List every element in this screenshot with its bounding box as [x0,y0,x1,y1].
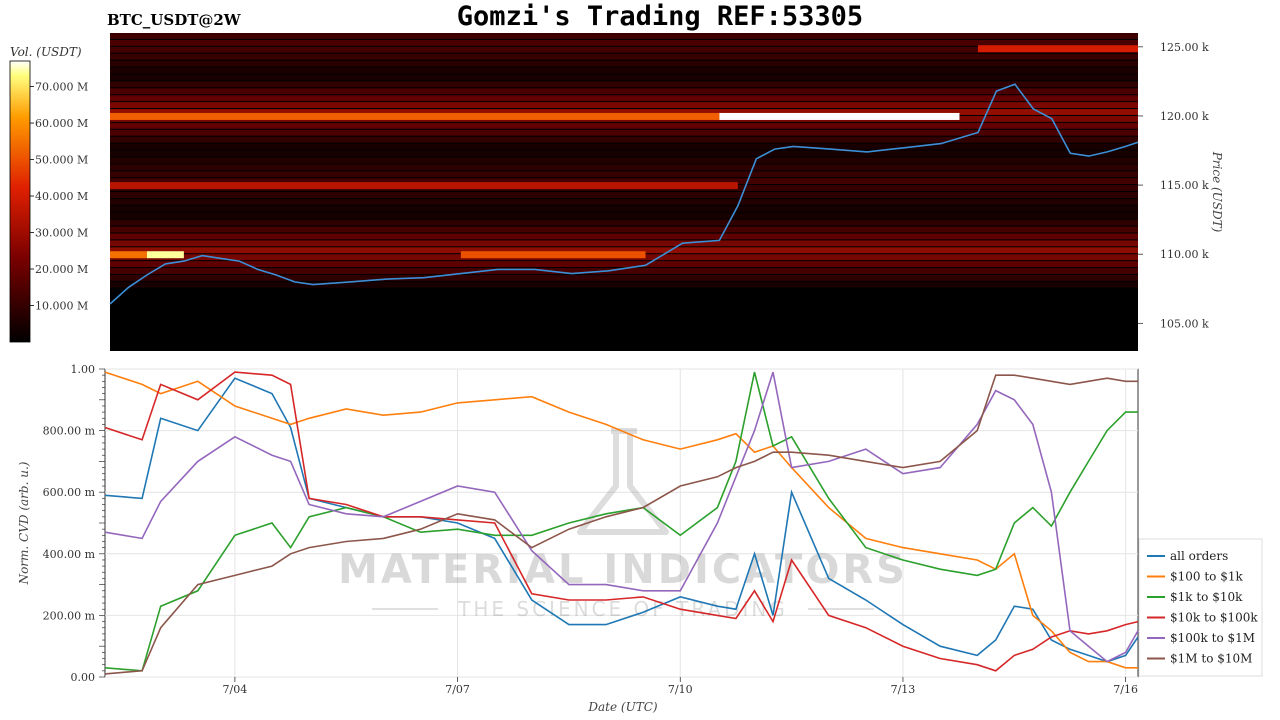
cvd-tick-label: 800.00 m [43,425,96,438]
heatmap-row [110,178,1138,185]
heatmap-row [110,150,1138,157]
price-axis: 105.00 k 110.00 k 115.00 k 120.00 k 125.00 k [1138,41,1209,330]
heatmap-row [110,281,1138,288]
symbol-label: BTC_USDT@2W [107,11,242,29]
heatmap-row [110,60,1138,67]
cvd-y-axis: 0.00 200.00 m 400.00 m 600.00 m 800.00 m 1.00 [43,363,105,684]
cvd-tick-label: 200.00 m [43,609,96,622]
flask-icon [577,428,669,535]
heatmap-row [110,171,1138,178]
heatmap-rows [110,33,1138,288]
heatmap-row [110,240,1138,247]
cvd-series-line [104,377,1139,663]
heatmap-row [110,157,1138,164]
cvd-tick-label: 0.00 [71,671,96,684]
colorbar-tick-label: 50.000 M [35,154,88,167]
liquidity-band [460,251,646,259]
liquidity-band [146,251,184,259]
cvd-series-line [104,371,1139,672]
colorbar-tick-label: 60.000 M [35,117,88,130]
legend-label: $1k to $10k [1170,590,1243,604]
price-tick-label: 120.00 k [1160,110,1209,123]
date-tick-label: 7/10 [668,683,693,696]
cvd-tick-label: 400.00 m [43,548,96,561]
date-axis-label: Date (UTC) [587,700,657,714]
heatmap-row [110,164,1138,171]
heatmap-row [110,102,1138,109]
heatmap-row [110,74,1138,81]
date-tick-label: 7/13 [891,683,916,696]
colorbar-tick-label: 70.000 M [35,81,88,94]
colorbar-tick-label: 40.000 M [35,190,88,203]
heatmap-row [110,53,1138,60]
liquidity-band [719,112,960,120]
colorbar-tick-label: 10.000 M [35,300,88,313]
heatmap-row [110,39,1138,46]
cvd-x-axis: 7/04 7/07 7/10 7/13 7/16 [223,677,1138,696]
heatmap-row [110,261,1138,268]
heatmap-row [110,81,1138,88]
price-tick-label: 105.00 k [1160,317,1209,330]
date-tick-label: 7/16 [1113,683,1138,696]
heatmap-row [110,109,1138,115]
liquidity-band [110,112,720,120]
legend-label: $100k to $1M [1170,631,1255,645]
heatmap-row [110,46,1138,53]
cvd-series-line [104,371,1138,672]
heatmap-row [110,33,1138,39]
heatmap-row [110,205,1138,212]
legend-label: $1M to $10M [1170,652,1252,666]
heatmap-row [110,274,1138,281]
legend: all orders $100 to $1k $1k to $10k $10k to … [1138,538,1263,677]
cvd-tick-label: 1.00 [71,363,96,376]
heatmap-row [110,95,1138,102]
cvd-tick-label: 600.00 m [43,486,96,499]
heatmap-row [110,67,1138,74]
date-tick-label: 7/04 [223,683,248,696]
colorbar-ticks: 10.000 M 20.000 M 30.000 M 40.000 M 50.000 M… [30,81,88,313]
cvd-series-line [104,371,1139,663]
heatmap-row [110,129,1138,136]
legend-label: $100 to $1k [1170,570,1243,584]
heatmap-row [110,88,1138,95]
cvd-series-line [104,374,1138,675]
heatmap-row [110,136,1138,143]
price-tick-label: 115.00 k [1160,179,1209,192]
heatmap-row [110,212,1138,219]
heatmap-row [110,233,1138,240]
legend-box [1138,538,1263,677]
price-line [109,83,1139,305]
date-tick-label: 7/07 [445,683,470,696]
heatmap-panel: 105.00 k 110.00 k 115.00 k 120.00 k 125.00 k… [109,33,1224,351]
heatmap-row [110,226,1138,233]
cvd-grid [105,368,1138,678]
price-tick-label: 125.00 k [1160,41,1209,54]
watermark-main: MATERIAL INDICATORS [338,547,908,593]
colorbar-tick-label: 20.000 M [35,263,88,276]
cvd-series-line [104,371,1138,669]
liquidity-band [110,251,147,259]
heatmap-row [110,192,1138,198]
cvd-lines [104,371,1139,675]
heatmap-row [110,143,1138,150]
heatmap-row [110,219,1138,226]
legend-label: all orders [1170,549,1228,563]
cvd-axis-label: Norm. CVD (arb. u.) [17,461,31,585]
heatmap-row [110,268,1138,274]
liquidity-band [977,45,1138,53]
heatmap-row [110,122,1138,129]
liquidity-band [110,182,738,190]
liquidity-bands [110,45,1138,259]
chart-title: Gomzi's Trading REF:53305 [457,1,863,32]
colorbar-tick-label: 30.000 M [35,227,88,240]
cvd-panel: MATERIAL INDICATORS THE SCIENCE OF TRADI… [17,363,1139,714]
legend-label: $10k to $100k [1170,611,1258,625]
heatmap-row [110,247,1138,254]
price-tick-label: 110.00 k [1160,248,1209,261]
colorbar-label: Vol. (USDT) [10,45,82,59]
colorbar [9,60,31,343]
heatmap-row [110,198,1138,205]
price-axis-label: Price (USDT) [1210,151,1224,233]
